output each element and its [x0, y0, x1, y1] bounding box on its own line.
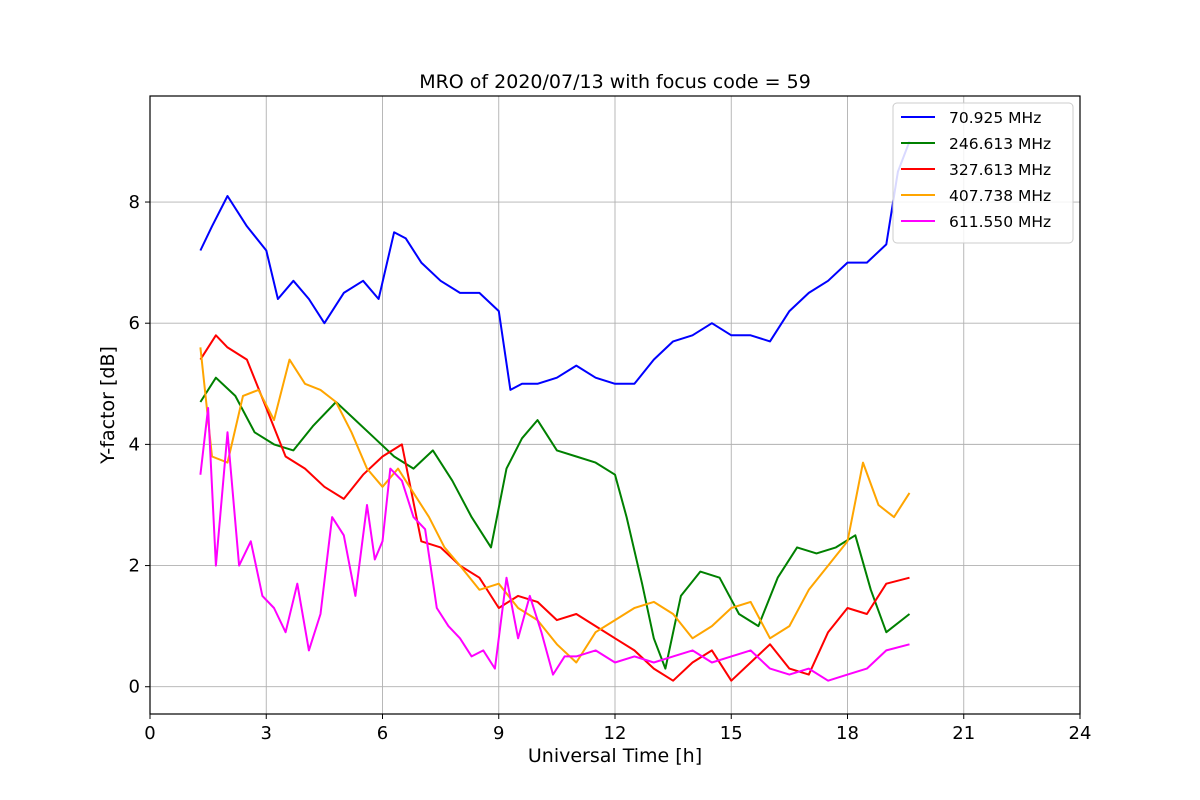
y-tick-label: 0: [129, 677, 140, 698]
y-tick-label: 6: [129, 313, 140, 334]
legend-label: 246.613 MHz: [949, 135, 1051, 153]
series-line-5: [199, 407, 910, 682]
series-group: [199, 141, 911, 682]
legend-label: 407.738 MHz: [949, 187, 1051, 205]
legend-box: [892, 102, 1074, 244]
y-axis-label: Y-factor [dB]: [97, 346, 119, 465]
y-tick-label: 8: [129, 192, 140, 213]
series-line-4: [199, 347, 911, 664]
x-tick-label: 15: [720, 723, 743, 744]
y-tick-label: 2: [129, 556, 140, 577]
x-axis-label: Universal Time [h]: [528, 745, 702, 767]
x-tick-label: 24: [1069, 723, 1092, 744]
x-tick-label: 9: [493, 723, 504, 744]
x-tick-label: 0: [144, 723, 155, 744]
chart-title: MRO of 2020/07/13 with focus code = 59: [419, 71, 811, 93]
legend-label: 327.613 MHz: [949, 161, 1051, 179]
x-tick-label: 18: [836, 723, 859, 744]
x-tick-label: 3: [261, 723, 272, 744]
series-line-1: [199, 141, 911, 391]
x-tick-label: 12: [604, 723, 627, 744]
legend-label: 611.550 MHz: [949, 213, 1051, 231]
x-tick-label: 6: [377, 723, 388, 744]
series-line-3: [199, 334, 910, 682]
legend: 70.925 MHz 246.613 MHz 327.613 MHz 407.738 …: [892, 102, 1074, 244]
series-line-2: [199, 376, 911, 670]
legend-label: 70.925 MHz: [949, 109, 1041, 127]
y-tick-label: 4: [129, 434, 140, 455]
x-tick-label: 21: [952, 723, 975, 744]
